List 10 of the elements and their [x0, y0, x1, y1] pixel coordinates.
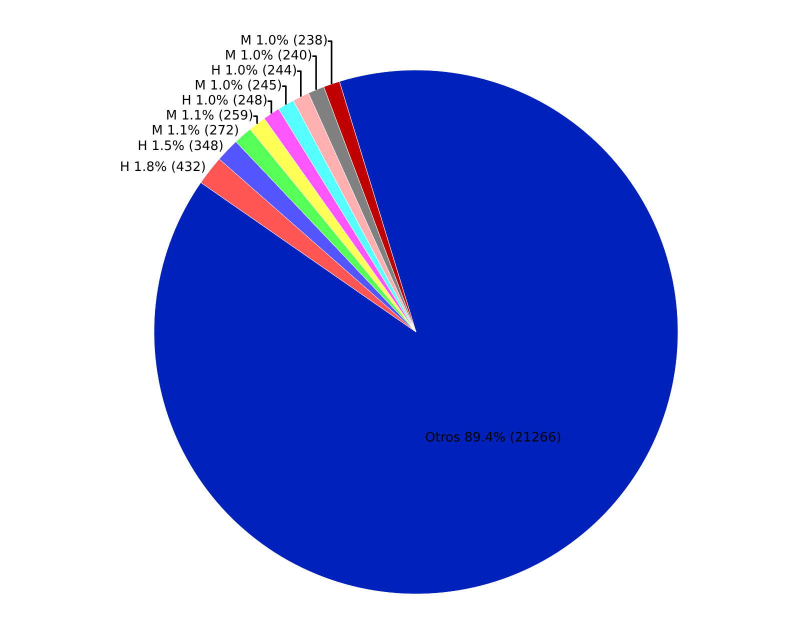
- slice-label: H 1.8% (432): [120, 160, 206, 176]
- slice-label: H 1.5% (348): [138, 139, 224, 154]
- slice-label: H 1.0% (248): [182, 94, 268, 109]
- slice-label: M 1.0% (240): [224, 48, 312, 64]
- slice-label: M 1.1% (259): [166, 108, 254, 124]
- slice-label: H 1.0% (244): [211, 64, 298, 79]
- slice-label: Otros 89.4% (21266): [425, 430, 562, 446]
- slice-label: M 1.0% (245): [194, 78, 282, 94]
- slice-label: M 1.1% (272): [152, 124, 240, 139]
- slice-label: M 1.0% (238): [240, 34, 328, 49]
